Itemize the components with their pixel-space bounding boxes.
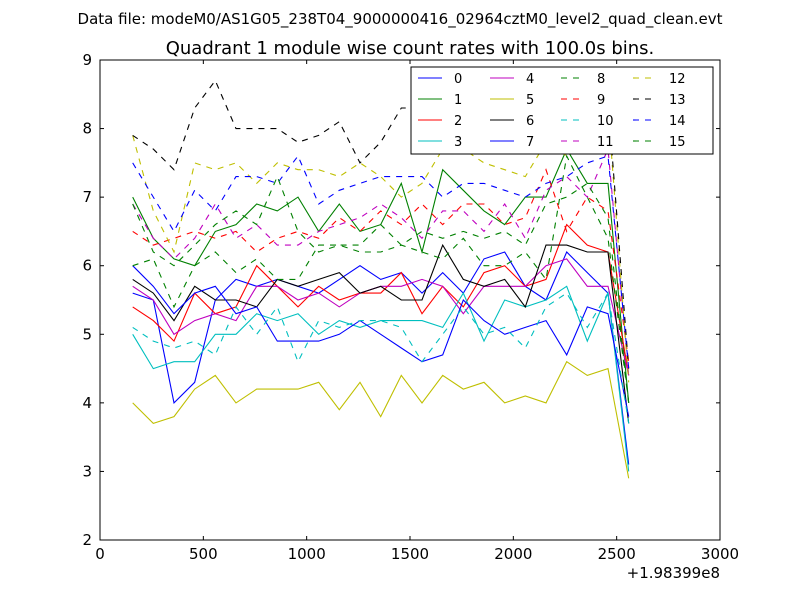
series-layer xyxy=(132,79,630,479)
legend-label-13: 13 xyxy=(669,93,686,108)
series-line-5 xyxy=(132,360,630,479)
series-line-6 xyxy=(132,243,630,424)
series-line-0 xyxy=(132,251,630,465)
legend-label-4: 4 xyxy=(526,72,534,87)
legend-label-8: 8 xyxy=(597,72,605,87)
legend-label-7: 7 xyxy=(526,135,534,150)
series-line-7 xyxy=(132,265,630,417)
x-tick-label: 3000 xyxy=(701,545,739,563)
y-tick-label: 6 xyxy=(82,257,92,275)
series-line-14 xyxy=(132,154,630,369)
series-line-10 xyxy=(132,291,630,424)
chart-title: Quadrant 1 module wise count rates with … xyxy=(166,38,655,59)
tick-layer: 0 500 1000 1500 2000 2500 3000 2 3 4 5 6 7 8 9 xyxy=(82,51,739,563)
y-tick-label: 4 xyxy=(82,394,92,412)
x-tick-label: 2500 xyxy=(598,545,636,563)
x-tick-label: 500 xyxy=(189,545,218,563)
data-file-caption: Data file: modeM0/AS1G05_238T04_90000004… xyxy=(78,10,723,29)
series-line-3 xyxy=(132,285,630,472)
legend-label-3: 3 xyxy=(454,135,462,150)
y-tick-label: 8 xyxy=(82,120,92,138)
legend-label-1: 1 xyxy=(454,93,462,108)
legend-label-9: 9 xyxy=(597,93,605,108)
series-line-8 xyxy=(132,154,630,403)
legend-label-6: 6 xyxy=(526,114,534,129)
legend-label-0: 0 xyxy=(454,72,462,87)
x-tick-label: 0 xyxy=(95,545,105,563)
x-tick-label: 1500 xyxy=(391,545,429,563)
y-tick-label: 9 xyxy=(82,51,92,69)
y-tick-label: 7 xyxy=(82,188,92,206)
legend-box xyxy=(410,66,714,155)
legend-label-11: 11 xyxy=(597,135,614,150)
series-line-9 xyxy=(132,168,630,362)
legend-label-2: 2 xyxy=(454,114,462,129)
legend-label-10: 10 xyxy=(597,114,614,129)
x-offset-label: +1.98399e8 xyxy=(627,564,720,582)
y-tick-label: 2 xyxy=(82,531,92,549)
series-line-15 xyxy=(132,175,630,403)
y-tick-label: 3 xyxy=(82,462,92,480)
legend-label-5: 5 xyxy=(526,93,534,108)
series-line-4 xyxy=(132,258,630,376)
x-tick-label: 1000 xyxy=(288,545,326,563)
series-line-2 xyxy=(132,223,630,376)
x-tick-label: 2000 xyxy=(494,545,532,563)
legend-label-14: 14 xyxy=(669,114,686,129)
series-line-11 xyxy=(132,148,630,376)
legend-label-12: 12 xyxy=(669,72,686,87)
y-tick-label: 5 xyxy=(82,325,92,343)
legend-label-15: 15 xyxy=(669,135,686,150)
series-line-1 xyxy=(132,147,630,403)
